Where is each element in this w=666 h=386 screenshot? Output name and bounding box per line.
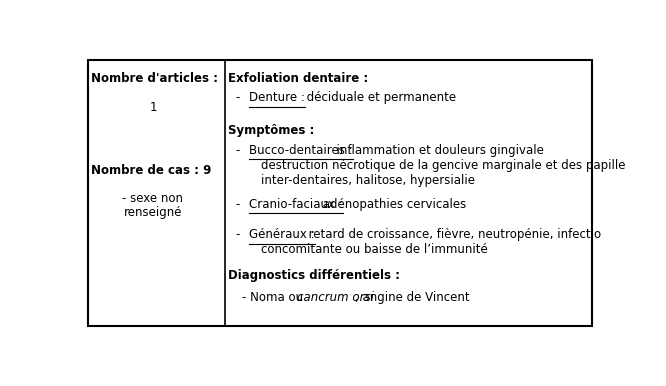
Text: Diagnostics différentiels :: Diagnostics différentiels : (228, 269, 400, 282)
Bar (89, 60, 591, 326)
Text: Cranio-faciaux :: Cranio-faciaux : (250, 198, 343, 211)
Text: retard de croissance, fièvre, neutropénie, infectio: retard de croissance, fièvre, neutropéni… (301, 228, 601, 241)
Text: - Noma ou: - Noma ou (242, 291, 307, 304)
Text: renseigné: renseigné (124, 206, 182, 219)
Text: Symptômes :: Symptômes : (228, 124, 314, 137)
Text: -: - (236, 91, 244, 105)
Text: déciduale et permanente: déciduale et permanente (302, 91, 456, 105)
Text: 1: 1 (149, 101, 157, 114)
Text: , angine de Vincent: , angine de Vincent (355, 291, 470, 304)
Text: Généraux :: Généraux : (250, 228, 315, 241)
Text: Exfoliation dentaire :: Exfoliation dentaire : (228, 71, 368, 85)
Text: Bucco-dentaires :: Bucco-dentaires : (250, 144, 353, 157)
Text: - sexe non: - sexe non (123, 192, 183, 205)
Text: Nombre de cas : 9: Nombre de cas : 9 (91, 164, 211, 177)
Text: -: - (236, 144, 247, 157)
Text: -: - (236, 198, 244, 211)
Text: Denture :: Denture : (250, 91, 305, 105)
Text: -: - (236, 228, 244, 241)
Text: Nombre d'articles :: Nombre d'articles : (91, 71, 218, 85)
Text: adénopathies cervicales: adénopathies cervicales (319, 198, 466, 211)
Text: inter-dentaires, halitose, hypersialie: inter-dentaires, halitose, hypersialie (261, 174, 476, 187)
Text: cancrum orsi: cancrum orsi (297, 291, 374, 304)
Text: destruction nécrotique de la gencive marginale et des papille: destruction nécrotique de la gencive mar… (261, 159, 626, 172)
Text: concomitante ou baisse de l’immunité: concomitante ou baisse de l’immunité (261, 244, 488, 256)
Text: inflammation et douleurs gingivale: inflammation et douleurs gingivale (329, 144, 544, 157)
